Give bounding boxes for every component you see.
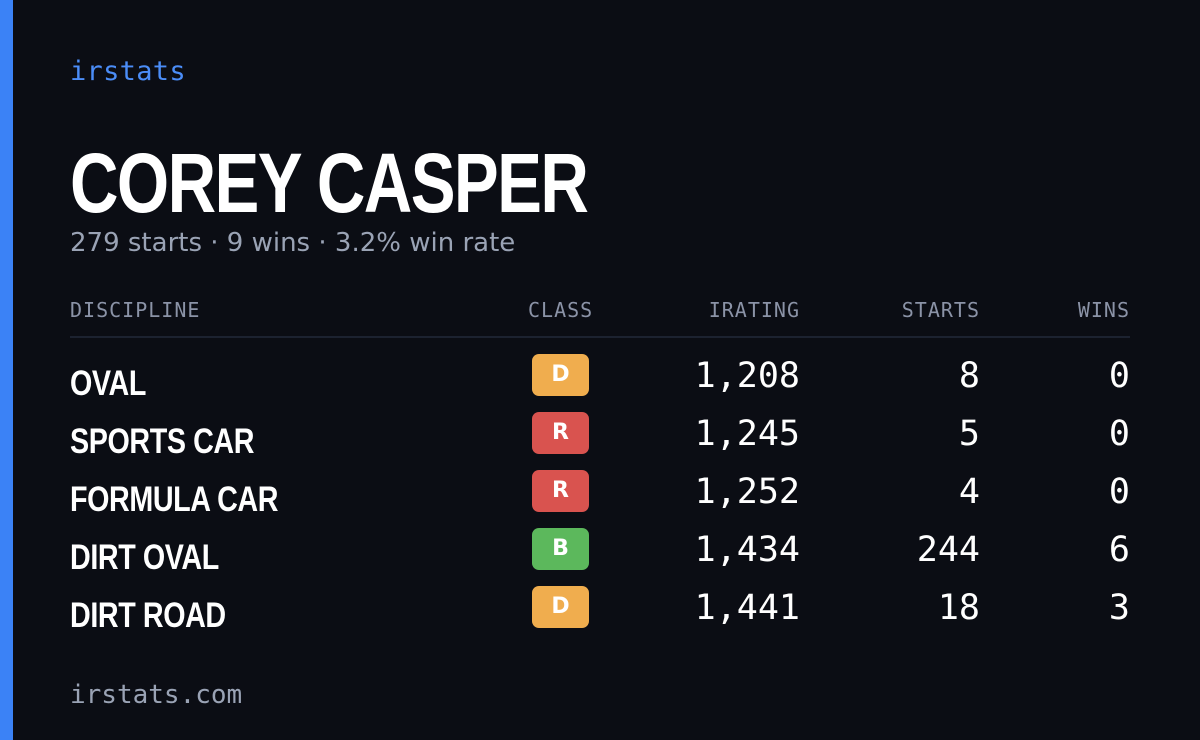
starts-value: 18 [937,588,980,628]
header-discipline: DISCIPLINE [70,298,201,322]
irating-value: 1,441 [694,588,800,628]
class-badge: D [532,354,589,396]
starts-value: 244 [916,530,980,570]
class-badge: R [532,412,589,454]
table-row: FORMULA CAR R 1,252 4 0 [70,470,1130,528]
table-row: DIRT OVAL B 1,434 244 6 [70,528,1130,586]
accent-bar [0,0,13,740]
irating-value: 1,245 [694,414,800,454]
discipline-name: SPORTS CAR [70,422,255,461]
wins-value: 0 [1108,414,1130,454]
table-body: OVAL D 1,208 8 0 SPORTS CAR R 1,245 5 0 … [70,354,1130,644]
table-header: DISCIPLINE CLASS IRATING STARTS WINS [70,296,1130,338]
discipline-name: OVAL [70,364,146,403]
starts-value: 4 [958,472,980,512]
wins-value: 6 [1108,530,1130,570]
irating-value: 1,252 [694,472,800,512]
class-badge: R [532,470,589,512]
player-summary: 279 starts · 9 wins · 3.2% win rate [70,228,516,258]
table-row: SPORTS CAR R 1,245 5 0 [70,412,1130,470]
player-name: COREY CASPER [70,136,589,230]
brand-logo-text: irstats [70,56,186,87]
class-badge: B [532,528,589,570]
wins-value: 3 [1108,588,1130,628]
header-starts: STARTS [901,298,980,322]
class-badge: D [532,586,589,628]
header-class: CLASS [528,298,594,322]
irating-value: 1,208 [694,356,800,396]
wins-value: 0 [1108,472,1130,512]
discipline-name: DIRT ROAD [70,596,226,635]
discipline-name: DIRT OVAL [70,538,219,577]
discipline-table: DISCIPLINE CLASS IRATING STARTS WINS OVA… [70,296,1130,644]
discipline-name: FORMULA CAR [70,480,279,519]
table-row: OVAL D 1,208 8 0 [70,354,1130,412]
table-row: DIRT ROAD D 1,441 18 3 [70,586,1130,644]
wins-value: 0 [1108,356,1130,396]
header-wins: WINS [1077,298,1130,322]
starts-value: 5 [958,414,980,454]
header-irating: IRATING [708,298,800,322]
footer-url: irstats.com [70,680,243,710]
starts-value: 8 [958,356,980,396]
irating-value: 1,434 [694,530,800,570]
